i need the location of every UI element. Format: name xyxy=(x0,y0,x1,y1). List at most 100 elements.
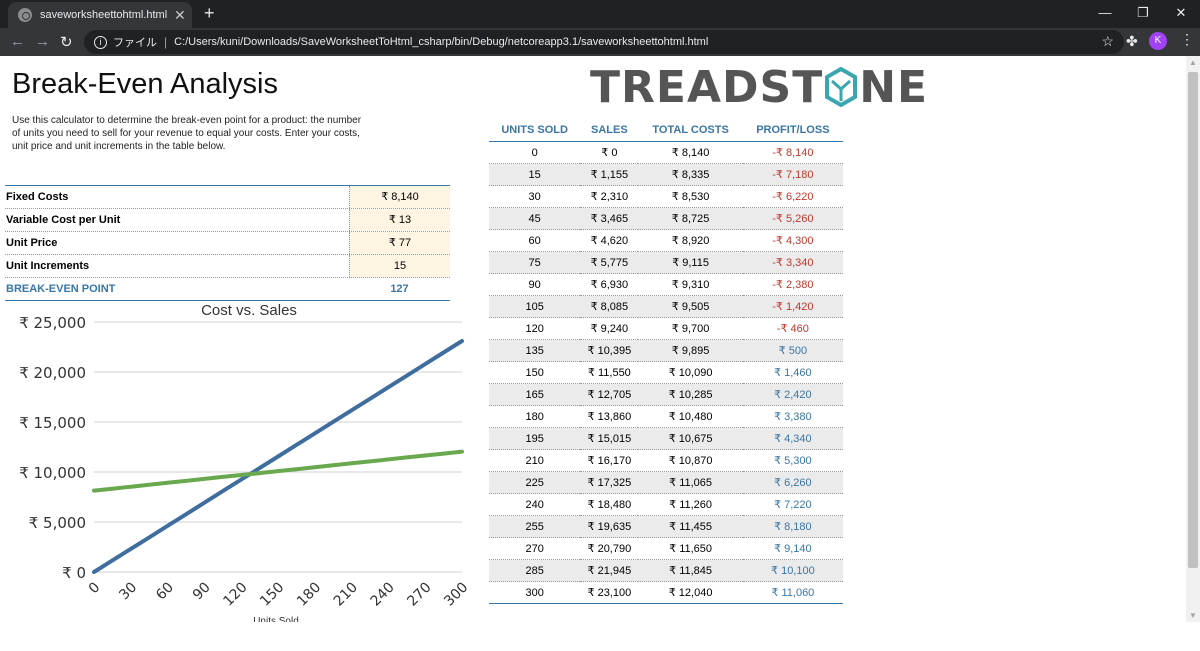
units-cell: 225 xyxy=(489,471,581,494)
profit-loss-cell: ₹ 1,460 xyxy=(742,361,843,384)
menu-icon[interactable]: ⋮ xyxy=(1180,31,1194,47)
vertical-scrollbar[interactable]: ▲ ▼ xyxy=(1186,56,1200,622)
units-cell: 15 xyxy=(489,163,581,186)
column-header: PROFIT/LOSS xyxy=(742,118,843,142)
table-row: 195 ₹ 15,015 ₹ 10,675 ₹ 4,340 xyxy=(489,427,843,450)
column-header: UNITS SOLD xyxy=(489,118,581,142)
x-axis-label: Units Sold xyxy=(253,616,299,622)
sales-cell: ₹ 2,310 xyxy=(580,185,639,208)
units-cell: 255 xyxy=(489,515,581,538)
profit-loss-cell: -₹ 5,260 xyxy=(742,207,843,230)
url-text[interactable]: C:/Users/kuni/Downloads/SaveWorksheetToH… xyxy=(174,36,709,48)
profit-loss-cell: ₹ 500 xyxy=(742,339,843,362)
units-cell: 270 xyxy=(489,537,581,560)
y-tick-label: ₹ 10,000 xyxy=(19,464,86,482)
browser-toolbar: ← → ↻ i ファイル | C:/Users/kuni/Downloads/S… xyxy=(0,28,1200,56)
table-row: 165 ₹ 12,705 ₹ 10,285 ₹ 2,420 xyxy=(489,383,843,406)
column-header: TOTAL COSTS xyxy=(638,118,743,142)
bookmark-star-icon[interactable]: ☆ xyxy=(1101,33,1114,49)
profit-loss-cell: ₹ 11,060 xyxy=(742,581,843,604)
total-costs-cell: ₹ 11,455 xyxy=(638,515,743,538)
x-tick-label: 210 xyxy=(331,579,361,609)
y-tick-label: ₹ 25,000 xyxy=(19,314,86,332)
scroll-thumb[interactable] xyxy=(1188,72,1198,568)
sales-cell: ₹ 13,860 xyxy=(580,405,639,428)
table-row: 30 ₹ 2,310 ₹ 8,530 -₹ 6,220 xyxy=(489,185,843,208)
scroll-down-icon[interactable]: ▼ xyxy=(1189,611,1197,620)
input-table: Fixed Costs ₹ 8,140 Variable Cost per Un… xyxy=(5,185,450,301)
total-costs-cell: ₹ 9,505 xyxy=(638,295,743,318)
window-close-icon[interactable]: ✕ xyxy=(1175,5,1187,20)
variable-cost-input[interactable]: ₹ 13 xyxy=(349,209,450,231)
total-costs-cell: ₹ 8,920 xyxy=(638,229,743,252)
file-scheme-label: ファイル xyxy=(113,37,157,49)
sales-cell: ₹ 5,775 xyxy=(580,251,639,274)
table-row: 225 ₹ 17,325 ₹ 11,065 ₹ 6,260 xyxy=(489,471,843,494)
extensions-icon[interactable]: ✤ xyxy=(1126,33,1138,49)
info-icon[interactable]: i xyxy=(94,35,107,49)
tab-title: saveworksheettohtml.html xyxy=(40,9,168,21)
address-bar[interactable]: i ファイル | C:/Users/kuni/Downloads/SaveWor… xyxy=(84,30,1124,54)
sales-cell: ₹ 10,395 xyxy=(580,339,639,362)
column-header: SALES xyxy=(580,118,639,142)
table-row: 90 ₹ 6,930 ₹ 9,310 -₹ 2,380 xyxy=(489,273,843,296)
restore-icon[interactable]: ❐ xyxy=(1137,5,1149,20)
treadstone-logo: TREADST NE xyxy=(590,62,928,114)
chart-title: Cost vs. Sales xyxy=(201,302,297,319)
sales-cell: ₹ 6,930 xyxy=(580,273,639,296)
unit-price-input[interactable]: ₹ 77 xyxy=(349,232,450,254)
profit-loss-cell: -₹ 6,220 xyxy=(742,185,843,208)
units-cell: 75 xyxy=(489,251,581,274)
close-icon[interactable]: ✕ xyxy=(174,6,186,23)
new-tab-icon[interactable]: + xyxy=(204,3,215,23)
units-cell: 165 xyxy=(489,383,581,406)
y-tick-label: ₹ 15,000 xyxy=(19,414,86,432)
profit-loss-cell: -₹ 1,420 xyxy=(742,295,843,318)
total-costs-cell: ₹ 11,260 xyxy=(638,493,743,516)
sales-cell: ₹ 21,945 xyxy=(580,559,639,582)
profit-loss-cell: -₹ 2,380 xyxy=(742,273,843,296)
sales-cell: ₹ 9,240 xyxy=(580,317,639,340)
x-tick-label: 30 xyxy=(116,579,140,603)
units-cell: 240 xyxy=(489,493,581,516)
sales-cell: ₹ 16,170 xyxy=(580,449,639,472)
input-row: Variable Cost per Unit ₹ 13 xyxy=(5,209,450,232)
reload-icon[interactable]: ↻ xyxy=(60,34,73,51)
unit-increments-input[interactable]: 15 xyxy=(349,255,450,277)
total-costs-cell: ₹ 11,650 xyxy=(638,537,743,560)
sales-cell: ₹ 19,635 xyxy=(580,515,639,538)
table-row: 300 ₹ 23,100 ₹ 12,040 ₹ 11,060 xyxy=(489,581,843,604)
table-header-row: UNITS SOLD SALES TOTAL COSTS PROFIT/LOSS xyxy=(489,118,843,142)
logo-text-b: NE xyxy=(859,62,929,113)
x-tick-label: 0 xyxy=(86,579,104,597)
y-tick-label: ₹ 0 xyxy=(62,564,86,582)
x-tick-label: 300 xyxy=(441,579,471,609)
total-costs-cell: ₹ 8,140 xyxy=(638,141,743,164)
total-costs-cell: ₹ 10,285 xyxy=(638,383,743,406)
table-row: 285 ₹ 21,945 ₹ 11,845 ₹ 10,100 xyxy=(489,559,843,582)
profit-loss-cell: ₹ 9,140 xyxy=(742,537,843,560)
back-icon[interactable]: ← xyxy=(10,33,25,50)
units-cell: 60 xyxy=(489,229,581,252)
total-costs-cell: ₹ 8,725 xyxy=(638,207,743,230)
profit-loss-cell: -₹ 8,140 xyxy=(742,141,843,164)
separator: | xyxy=(164,35,168,49)
x-tick-label: 120 xyxy=(220,579,250,609)
forward-icon[interactable]: → xyxy=(35,33,50,50)
profit-loss-cell: -₹ 460 xyxy=(742,317,843,340)
avatar[interactable]: K xyxy=(1149,32,1167,50)
profit-loss-cell: -₹ 3,340 xyxy=(742,251,843,274)
units-cell: 105 xyxy=(489,295,581,318)
sales-cell: ₹ 18,480 xyxy=(580,493,639,516)
scroll-up-icon[interactable]: ▲ xyxy=(1189,58,1197,67)
sales-cell: ₹ 3,465 xyxy=(580,207,639,230)
table-row: 180 ₹ 13,860 ₹ 10,480 ₹ 3,380 xyxy=(489,405,843,428)
profit-loss-cell: ₹ 2,420 xyxy=(742,383,843,406)
profit-loss-cell: ₹ 6,260 xyxy=(742,471,843,494)
table-row: 45 ₹ 3,465 ₹ 8,725 -₹ 5,260 xyxy=(489,207,843,230)
browser-tab[interactable]: saveworksheettohtml.html ✕ xyxy=(8,2,192,28)
table-row: 135 ₹ 10,395 ₹ 9,895 ₹ 500 xyxy=(489,339,843,362)
fixed-costs-input[interactable]: ₹ 8,140 xyxy=(349,186,450,208)
sales-cell: ₹ 0 xyxy=(580,141,639,164)
minimize-icon[interactable]: — xyxy=(1098,5,1112,20)
